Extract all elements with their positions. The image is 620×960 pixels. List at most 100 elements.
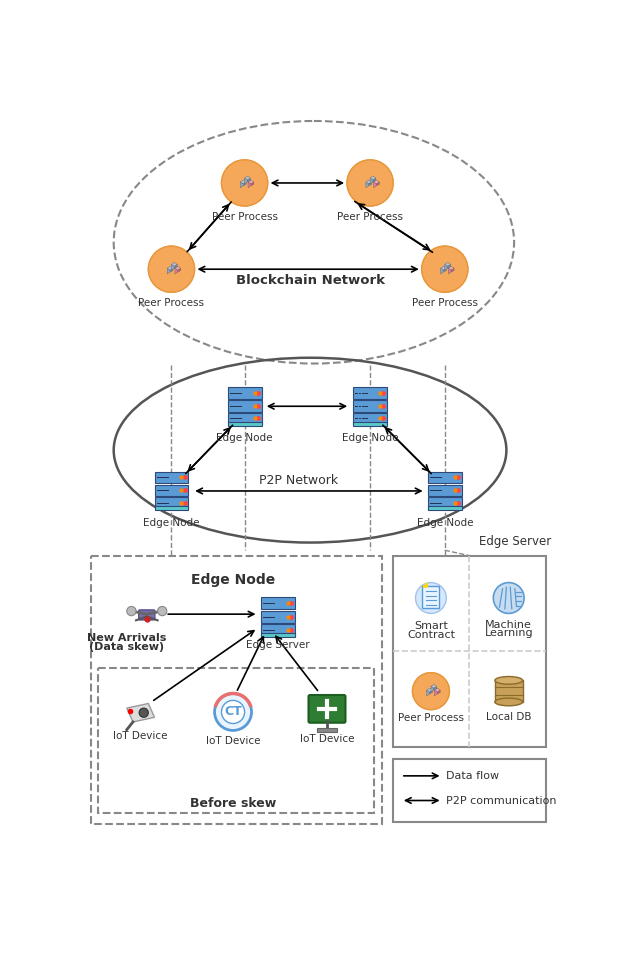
FancyBboxPatch shape [228, 421, 262, 425]
Text: Edge Node: Edge Node [191, 573, 275, 588]
Circle shape [415, 583, 446, 613]
Polygon shape [248, 180, 254, 184]
Circle shape [412, 673, 450, 709]
Polygon shape [451, 268, 454, 272]
Polygon shape [175, 268, 178, 274]
FancyBboxPatch shape [422, 587, 440, 608]
FancyBboxPatch shape [428, 485, 462, 496]
FancyBboxPatch shape [428, 506, 462, 510]
Polygon shape [366, 182, 369, 188]
Text: CT: CT [224, 706, 242, 718]
Polygon shape [174, 264, 177, 268]
Text: Edge Node: Edge Node [216, 433, 273, 444]
Polygon shape [448, 268, 451, 274]
FancyBboxPatch shape [261, 624, 294, 636]
FancyBboxPatch shape [309, 695, 345, 723]
Polygon shape [245, 179, 247, 184]
Polygon shape [374, 180, 379, 184]
FancyBboxPatch shape [139, 610, 155, 620]
Text: Before skew: Before skew [190, 798, 276, 810]
Polygon shape [435, 688, 440, 692]
Polygon shape [376, 182, 379, 185]
Text: Edge Server: Edge Server [479, 535, 552, 548]
Text: P2P Network: P2P Network [259, 474, 338, 488]
Polygon shape [241, 182, 243, 188]
Polygon shape [427, 690, 430, 696]
Text: Local DB: Local DB [486, 712, 531, 722]
Polygon shape [443, 268, 446, 272]
FancyBboxPatch shape [154, 497, 188, 509]
Text: Edge Node: Edge Node [143, 517, 200, 528]
Circle shape [139, 708, 148, 717]
Polygon shape [435, 690, 437, 696]
FancyBboxPatch shape [154, 485, 188, 496]
Polygon shape [172, 262, 177, 267]
Circle shape [221, 160, 268, 206]
Text: IoT Device: IoT Device [113, 732, 168, 741]
Polygon shape [245, 176, 250, 180]
Circle shape [422, 246, 468, 292]
Polygon shape [178, 268, 180, 272]
FancyBboxPatch shape [353, 400, 387, 412]
Polygon shape [366, 180, 371, 184]
Text: P2P communication: P2P communication [446, 796, 557, 805]
Polygon shape [448, 266, 454, 271]
Polygon shape [430, 690, 433, 694]
Ellipse shape [495, 698, 523, 706]
Text: Peer Process: Peer Process [138, 299, 205, 308]
Text: Edge Node: Edge Node [342, 433, 399, 444]
Circle shape [221, 701, 245, 724]
Circle shape [157, 607, 167, 615]
Text: Learning: Learning [484, 628, 533, 638]
Polygon shape [437, 690, 440, 694]
FancyBboxPatch shape [228, 400, 262, 412]
FancyBboxPatch shape [495, 681, 523, 702]
Polygon shape [445, 262, 451, 267]
Polygon shape [448, 264, 451, 268]
Polygon shape [248, 182, 251, 188]
Polygon shape [441, 266, 446, 271]
Polygon shape [370, 179, 373, 184]
FancyBboxPatch shape [353, 413, 387, 424]
Text: Edge Server: Edge Server [246, 640, 309, 650]
Polygon shape [170, 268, 173, 272]
Polygon shape [175, 266, 180, 271]
Polygon shape [369, 182, 371, 185]
Text: New Arrivals: New Arrivals [87, 633, 167, 642]
FancyBboxPatch shape [228, 387, 262, 398]
Text: IoT Device: IoT Device [299, 734, 354, 744]
Text: Edge Node: Edge Node [417, 517, 473, 528]
Text: Contract: Contract [407, 630, 455, 639]
FancyBboxPatch shape [428, 471, 462, 484]
Circle shape [127, 607, 136, 615]
Polygon shape [172, 264, 174, 270]
Text: Smart: Smart [414, 621, 448, 631]
Text: Peer Process: Peer Process [412, 299, 478, 308]
Text: Data flow: Data flow [446, 771, 500, 780]
FancyBboxPatch shape [428, 497, 462, 509]
Polygon shape [431, 686, 434, 692]
Ellipse shape [495, 677, 523, 684]
Text: Peer Process: Peer Process [211, 212, 278, 222]
FancyBboxPatch shape [99, 668, 374, 813]
Polygon shape [445, 264, 448, 270]
Polygon shape [241, 180, 246, 184]
Text: (Data skew): (Data skew) [89, 642, 164, 652]
Polygon shape [434, 686, 436, 690]
Text: Machine: Machine [485, 619, 532, 630]
Circle shape [215, 693, 252, 731]
Polygon shape [167, 268, 170, 274]
Text: Blockchain Network: Blockchain Network [236, 275, 384, 287]
Polygon shape [247, 179, 250, 181]
Text: Peer Process: Peer Process [398, 712, 464, 723]
FancyBboxPatch shape [317, 728, 337, 732]
Polygon shape [374, 182, 376, 188]
Circle shape [494, 583, 524, 613]
Polygon shape [370, 176, 376, 180]
FancyBboxPatch shape [261, 597, 294, 610]
FancyBboxPatch shape [353, 421, 387, 425]
Polygon shape [167, 266, 173, 271]
Polygon shape [431, 684, 436, 688]
Polygon shape [427, 688, 433, 692]
FancyBboxPatch shape [261, 634, 294, 637]
